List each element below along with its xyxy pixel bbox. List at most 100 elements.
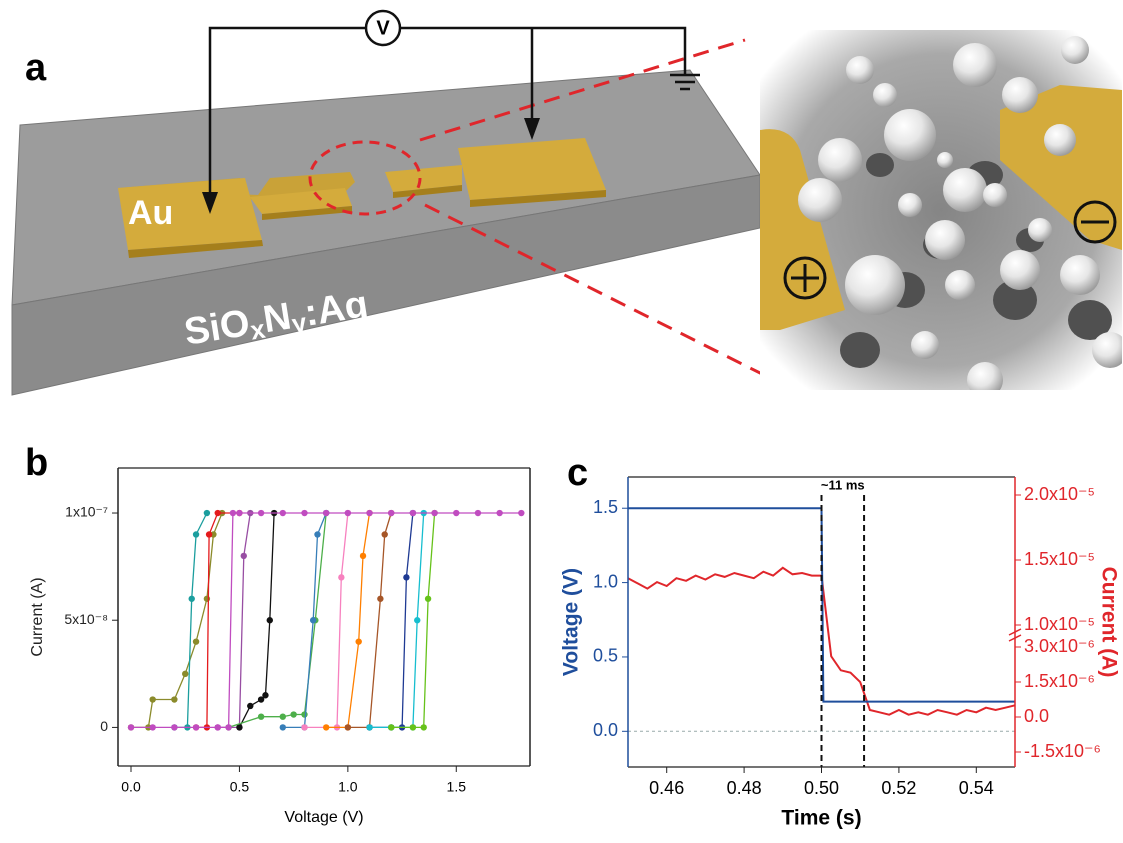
data-point — [421, 724, 427, 730]
data-point — [323, 724, 329, 730]
data-point — [410, 510, 416, 516]
data-point — [518, 510, 524, 516]
figure: V Au SiOxNy:Ag a b c 0.0 0.5 1.0 1.5 0 5x10⁻⁸… — [0, 0, 1123, 843]
y-axis-label: Voltage (V) — [560, 568, 583, 676]
data-point — [366, 510, 372, 516]
data-point — [258, 510, 264, 516]
electrode — [458, 138, 606, 200]
x-tick-label: 1.0 — [338, 779, 358, 795]
series-line — [218, 513, 251, 727]
x-tick-label: 0.46 — [649, 778, 684, 798]
x-axis-label: Voltage (V) — [284, 809, 363, 826]
data-point — [410, 724, 416, 730]
series-line — [391, 513, 434, 727]
series-line — [283, 513, 326, 727]
data-point — [204, 510, 210, 516]
data-point — [355, 638, 361, 644]
data-point — [128, 724, 134, 730]
data-point — [403, 574, 409, 580]
data-point — [290, 711, 296, 717]
data-point — [280, 510, 286, 516]
data-point — [215, 510, 221, 516]
y-tick-label: 5x10⁻⁸ — [64, 611, 108, 627]
data-point — [431, 510, 437, 516]
data-point — [280, 724, 286, 730]
data-point — [360, 553, 366, 559]
x-tick-label: 0.50 — [804, 778, 839, 798]
series-line — [131, 513, 521, 727]
data-point — [230, 510, 236, 516]
y2-tick-label: 1.5x10⁻⁶ — [1024, 671, 1095, 691]
data-point — [267, 617, 273, 623]
y2-tick-label: 0.0 — [1024, 706, 1049, 726]
annotation: ~11 ms — [821, 477, 865, 492]
data-point — [193, 724, 199, 730]
x-tick-label: 0.54 — [959, 778, 994, 798]
y2-tick-label: 3.0x10⁻⁶ — [1024, 636, 1095, 656]
y-tick-label: 1x10⁻⁷ — [65, 504, 108, 520]
data-point — [258, 713, 264, 719]
y2-tick-label: 2.0x10⁻⁵ — [1024, 484, 1095, 504]
data-point — [149, 724, 155, 730]
series-line — [348, 513, 391, 727]
data-point — [310, 617, 316, 623]
data-point — [171, 724, 177, 730]
y-axis-label: Current (A) — [29, 577, 46, 656]
data-point — [345, 510, 351, 516]
x-axis-label: Time (s) — [781, 807, 861, 830]
data-point — [345, 724, 351, 730]
data-point — [193, 638, 199, 644]
data-point — [241, 553, 247, 559]
y2-axis-label: Current (A) — [1097, 567, 1120, 678]
data-point — [262, 692, 268, 698]
data-point — [301, 510, 307, 516]
data-point — [149, 696, 155, 702]
substrate-part: :Ag — [302, 283, 371, 334]
data-point — [189, 596, 195, 602]
data-point — [382, 531, 388, 537]
data-point — [206, 531, 212, 537]
data-point — [496, 510, 502, 516]
panel-label: c — [567, 452, 588, 494]
y2-tick-label: -1.5x10⁻⁶ — [1024, 741, 1101, 761]
device-illustration: V Au SiOxNy:Ag — [12, 11, 770, 395]
data-point — [301, 711, 307, 717]
data-point — [193, 531, 199, 537]
y-tick-label: 1.5 — [593, 497, 618, 517]
series-line — [370, 513, 413, 727]
x-tick-label: 1.5 — [447, 779, 467, 795]
electrode-label: Au — [128, 194, 173, 232]
y-tick-label: 1.0 — [593, 571, 618, 591]
data-point — [171, 696, 177, 702]
inset — [760, 30, 1123, 398]
y-tick-label: 0.0 — [593, 720, 618, 740]
data-point — [247, 703, 253, 709]
x-tick-label: 0.0 — [121, 779, 141, 795]
data-point — [236, 510, 242, 516]
x-tick-label: 0.5 — [230, 779, 250, 795]
y-tick-label: 0 — [100, 718, 108, 734]
panel-label: b — [25, 442, 48, 484]
voltmeter-label: V — [376, 17, 390, 39]
series-line — [326, 513, 369, 727]
data-point — [388, 724, 394, 730]
data-point — [453, 510, 459, 516]
data-point — [204, 596, 210, 602]
x-tick-label: 0.52 — [881, 778, 916, 798]
y-tick-label: 0.5 — [593, 646, 618, 666]
data-point — [475, 510, 481, 516]
x-tick-label: 0.48 — [727, 778, 762, 798]
data-point — [301, 724, 307, 730]
data-point — [377, 596, 383, 602]
data-point — [366, 724, 372, 730]
data-point — [323, 510, 329, 516]
panel-label: a — [25, 47, 47, 89]
data-point — [414, 617, 420, 623]
data-point — [215, 724, 221, 730]
data-point — [225, 724, 231, 730]
data-point — [338, 574, 344, 580]
data-point — [425, 596, 431, 602]
substrate-part: SiO — [181, 302, 252, 354]
y2-tick-label: 1.5x10⁻⁵ — [1024, 549, 1095, 569]
data-point — [280, 713, 286, 719]
